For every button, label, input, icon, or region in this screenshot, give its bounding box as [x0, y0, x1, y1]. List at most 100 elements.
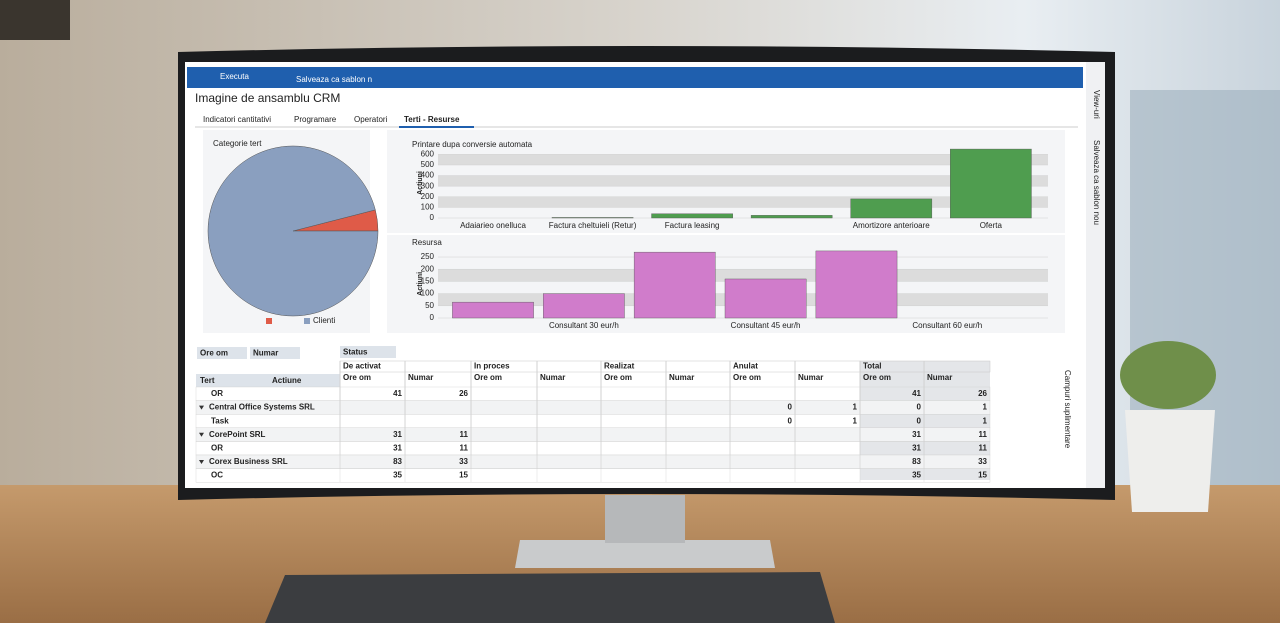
chart-title: Resursa — [412, 238, 442, 247]
expand-arrow[interactable] — [199, 460, 204, 464]
group-row-label: CorePoint SRL — [209, 430, 266, 439]
y-tick-label: 100 — [421, 289, 435, 298]
cell-value: 35 — [393, 471, 402, 480]
row-bg — [195, 454, 991, 469]
cell-value: 41 — [912, 389, 921, 398]
y-tick-label: 300 — [421, 181, 435, 190]
plant-pot — [1125, 410, 1215, 512]
chart-title: Categorie tert — [213, 139, 262, 148]
legend-swatch — [266, 318, 272, 324]
views-label[interactable]: View-uri — [1092, 90, 1101, 119]
run-button[interactable]: Executa — [220, 72, 249, 81]
save-template-label[interactable]: Salveaza ca sablon nou — [1092, 140, 1101, 225]
row-label: OR — [211, 444, 223, 453]
cell-value: 83 — [912, 457, 921, 466]
tab[interactable]: Programare — [294, 115, 337, 124]
column-filter[interactable]: Status — [343, 348, 368, 357]
cell-value: 15 — [459, 471, 468, 480]
bar — [724, 278, 807, 319]
cell-value: 26 — [978, 389, 987, 398]
tab[interactable]: Operatori — [354, 115, 388, 124]
x-tick-label: Factura cheltuieli (Retur) — [549, 221, 637, 230]
cell-value: 0 — [917, 403, 922, 412]
filter-chip[interactable] — [250, 347, 300, 359]
cell-value: 11 — [979, 430, 988, 439]
subcolumn-label: Numar — [669, 373, 694, 382]
subcolumn-label: Ore om — [604, 373, 632, 382]
cell-value: 26 — [459, 389, 468, 398]
y-axis-label: Actiuni — [417, 171, 424, 195]
tab[interactable]: Indicatori cantitativi — [203, 115, 271, 124]
cell-value: 1 — [983, 403, 988, 412]
bar — [452, 301, 534, 319]
cell-value: 35 — [912, 471, 921, 480]
y-tick-label: 200 — [421, 264, 435, 273]
cell-value: 0 — [917, 416, 922, 425]
row-label: OC — [211, 471, 223, 480]
tab[interactable]: Terti - Resurse — [404, 115, 460, 124]
cell-value: 41 — [393, 389, 402, 398]
x-tick-label: Consultant 30 eur/h — [549, 321, 619, 330]
lamp — [0, 0, 70, 40]
row-label: OR — [211, 389, 223, 398]
y-axis-label: Actiuni — [417, 272, 424, 296]
stand-neck — [605, 495, 685, 543]
filter-label[interactable]: Numar — [253, 349, 278, 358]
y-tick-label: 50 — [425, 301, 434, 310]
filter-chip[interactable] — [340, 346, 396, 358]
keyboard — [265, 572, 835, 623]
cell-value: 31 — [393, 430, 402, 439]
filter-chip[interactable] — [197, 347, 247, 359]
group-label: In proces — [474, 362, 510, 371]
legend-label: Clienti — [313, 316, 335, 325]
bar — [750, 215, 833, 219]
cell-value: 31 — [393, 444, 402, 453]
bar — [551, 217, 634, 219]
cell-value: 33 — [459, 457, 468, 466]
save-button[interactable]: Salveaza ca sablon n — [296, 75, 372, 84]
filter-label[interactable]: Ore om — [200, 349, 228, 358]
x-tick-label: Consultant 45 eur/h — [731, 321, 801, 330]
group-row-label: Corex Business SRL — [209, 457, 288, 466]
subcolumn-label: Numar — [927, 373, 952, 382]
y-tick-label: 500 — [421, 160, 435, 169]
y-tick-label: 150 — [421, 277, 435, 286]
x-tick-label: Factura leasing — [665, 221, 720, 230]
row-bg — [195, 427, 991, 442]
row-header[interactable]: Actiune — [272, 376, 302, 385]
subcolumn-label: Numar — [408, 373, 433, 382]
bar — [543, 293, 625, 319]
cell-value: 31 — [912, 430, 921, 439]
bar — [850, 198, 933, 219]
grid-band — [438, 175, 1048, 187]
expand-arrow[interactable] — [199, 405, 204, 410]
subcolumn-label: Ore om — [733, 373, 761, 382]
page-title: Imagine de ansamblu CRM — [195, 91, 340, 105]
pie-slice — [207, 145, 379, 317]
group-label: Total — [863, 362, 882, 371]
cell-value: 33 — [978, 457, 987, 466]
subcolumn-label: Ore om — [343, 373, 371, 382]
subcolumn-label: Ore om — [863, 373, 891, 382]
expand-arrow[interactable] — [199, 432, 204, 437]
cell-value: 83 — [393, 457, 402, 466]
cell-value: 1 — [853, 403, 858, 412]
group-label: Realizat — [604, 362, 635, 371]
group-row-label: Central Office Systems SRL — [209, 403, 315, 412]
extra-fields-label[interactable]: Campuri suplimentare — [1063, 370, 1072, 449]
subcolumn-label: Numar — [798, 373, 823, 382]
legend-swatch — [304, 318, 310, 324]
row-label: Task — [211, 416, 229, 425]
subcolumn-label: Numar — [540, 373, 565, 382]
toolbar — [187, 67, 1083, 88]
cell-value: 31 — [912, 444, 921, 453]
bar — [950, 148, 1032, 219]
row-header[interactable]: Tert — [200, 376, 215, 385]
bar — [815, 250, 898, 319]
group-label: Anulat — [733, 362, 758, 371]
chart-title: Printare dupa conversie automata — [412, 140, 533, 149]
y-tick-label: 0 — [430, 213, 435, 222]
y-tick-label: 0 — [430, 313, 435, 322]
